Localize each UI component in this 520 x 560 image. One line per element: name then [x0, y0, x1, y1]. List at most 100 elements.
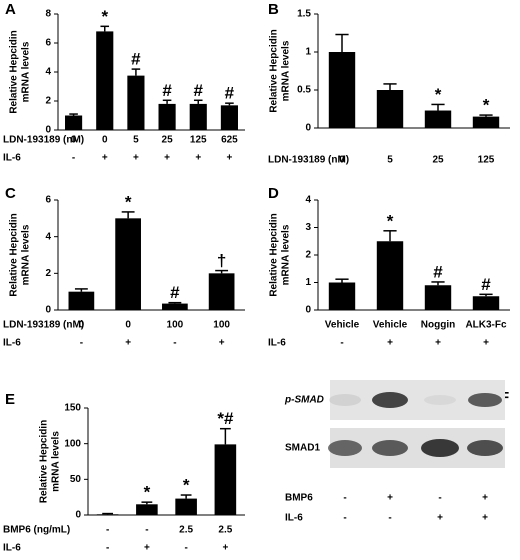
row-label: ALK3-Fc — [465, 320, 507, 331]
y-tick-label: 50 — [70, 474, 82, 485]
row-label: + — [133, 153, 139, 164]
bar — [208, 273, 235, 310]
band-label: p-SMAD — [284, 395, 324, 406]
y-tick-label: 0 — [305, 305, 311, 316]
band — [424, 395, 456, 405]
row-label: 2.5 — [179, 525, 193, 536]
y-axis-label: mRNA levels — [51, 431, 62, 492]
bar — [424, 110, 452, 128]
row-label: 2.5 — [218, 525, 232, 536]
band — [467, 440, 503, 456]
row-label: + — [387, 338, 393, 349]
row-label: - — [438, 493, 441, 504]
row-label: + — [482, 513, 488, 524]
row-label: + — [219, 338, 225, 349]
row-label: + — [437, 513, 443, 524]
y-tick-label: 0 — [45, 125, 51, 136]
row-label: 25 — [432, 155, 444, 166]
annotation: * — [125, 192, 132, 211]
row-label: + — [222, 543, 228, 554]
row-label: Noggin — [421, 320, 455, 331]
row-name: LDN-193189 (nM) — [3, 135, 84, 146]
y-tick-label: 1 — [305, 47, 311, 58]
row-label: 5 — [387, 155, 393, 166]
row-label: + — [102, 153, 108, 164]
bar — [472, 296, 500, 310]
y-tick-label: 2 — [45, 268, 51, 279]
y-axis-label: Relative Hepcidin — [39, 420, 50, 503]
y-tick-label: 4 — [45, 231, 51, 242]
bar — [68, 291, 95, 310]
y-tick-label: 150 — [64, 403, 81, 414]
panel-label: E — [5, 391, 15, 408]
row-label: - — [184, 543, 187, 554]
row-name: IL-6 — [3, 338, 21, 349]
bar — [424, 285, 452, 310]
bar — [115, 218, 141, 310]
annotation: * — [483, 96, 490, 115]
row-label: 0 — [125, 320, 131, 331]
panel-label: B — [268, 1, 279, 18]
bar — [136, 504, 158, 515]
row-label: 0 — [71, 135, 77, 146]
row-label: + — [195, 153, 201, 164]
row-label: - — [343, 513, 346, 524]
annotation: # — [162, 81, 172, 100]
row-name: IL-6 — [285, 513, 303, 524]
row-name: IL-6 — [3, 153, 21, 164]
row-label: + — [482, 493, 488, 504]
bar — [96, 31, 114, 130]
row-label: - — [388, 513, 391, 524]
bar — [175, 498, 197, 515]
row-label: - — [145, 525, 148, 536]
band — [329, 394, 361, 406]
annotation: # — [170, 283, 180, 302]
panel-label: D — [268, 185, 279, 202]
y-axis-label: Relative Hepcidin — [269, 29, 280, 112]
y-tick-label: 3 — [305, 222, 311, 233]
row-label: 25 — [162, 135, 174, 146]
row-label: + — [483, 338, 489, 349]
row-label: - — [343, 493, 346, 504]
y-tick-label: 0 — [305, 123, 311, 134]
annotation: *# — [217, 409, 234, 428]
row-label: 100 — [167, 320, 184, 331]
row-name: LDN-193189 (nM) — [3, 320, 84, 331]
row-label: - — [72, 153, 75, 164]
row-label: 5 — [133, 135, 139, 146]
y-tick-label: 6 — [45, 38, 51, 49]
y-tick-label: 100 — [64, 438, 81, 449]
band — [372, 440, 408, 456]
annotation: # — [131, 50, 141, 69]
bar — [96, 514, 119, 515]
bar — [376, 90, 404, 128]
row-label: 0 — [79, 320, 85, 331]
y-axis-label: mRNA levels — [281, 224, 292, 285]
y-tick-label: 0 — [45, 305, 51, 316]
panel-label: A — [5, 1, 16, 18]
band-label: SMAD1 — [285, 443, 320, 454]
row-label: - — [173, 338, 176, 349]
bar — [158, 103, 176, 130]
row-label: 125 — [478, 155, 495, 166]
annotation: # — [433, 262, 443, 281]
row-label: - — [80, 338, 83, 349]
row-label: + — [125, 338, 131, 349]
bar — [127, 75, 145, 130]
y-tick-label: 4 — [305, 195, 311, 206]
row-label: - — [106, 525, 109, 536]
row-label: + — [387, 493, 393, 504]
row-name: LDN-193189 (nM) — [268, 155, 349, 166]
y-axis-label: Relative Hepcidin — [9, 30, 20, 113]
y-axis-label: mRNA levels — [21, 224, 32, 285]
row-label: 100 — [213, 320, 230, 331]
y-axis-label: Relative Hepcidin — [9, 213, 20, 296]
panel-label: C — [5, 185, 16, 202]
row-label: Vehicle — [325, 320, 360, 331]
row-name: BMP6 — [285, 493, 313, 504]
band — [328, 440, 362, 456]
row-label: + — [435, 338, 441, 349]
row-label: - — [340, 338, 343, 349]
row-label: 0 — [339, 155, 345, 166]
